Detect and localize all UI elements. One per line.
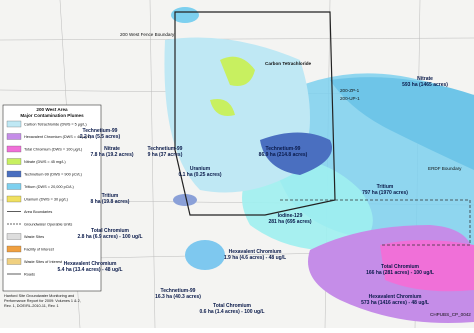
plume-detail: 593 ha (1465 acres) (402, 82, 448, 88)
legend-label: Carbon Tetrachloride (DWS = 5 µg/L) (24, 123, 87, 127)
plume-detail: 1.9 ha (4.6 acres) - 48 ug/L (224, 255, 286, 261)
legend-label: Area Boundaries (24, 210, 52, 214)
plume-detail: 2.8 ha (6.9 acres) - 100 ug/L (77, 234, 142, 240)
plume-detail: 0.6 ha (1.4 acres) - 100 ug/L (199, 309, 264, 315)
plume-detail: 797 ha (1970 acres) (362, 190, 408, 196)
carbon-label: Carbon Tetrachloride (265, 61, 312, 66)
legend-title: 200 West Area (36, 107, 68, 112)
plume-detail: 166 ha (281 acres) - 100 ug/L (366, 270, 434, 276)
legend-label: Tritium (DWS = 20,000 pCi/L) (24, 185, 74, 189)
legend-swatch (7, 134, 21, 140)
legend-label: Facility of Interest (24, 248, 55, 252)
legend-title: Major Contamination Plumes (20, 113, 84, 118)
tritium-plume-small (185, 240, 225, 270)
legend-swatch (7, 196, 21, 202)
plume-detail: 281 ha (695 acres) (268, 219, 311, 225)
plume-detail: 16.3 ha (40.3 acres) (155, 294, 201, 300)
legend-swatch (7, 146, 21, 152)
legend-swatch (7, 184, 21, 190)
legend-swatch (7, 159, 21, 165)
plume-detail: 2.2 ha (5.5 acres) (80, 134, 121, 140)
source: Performance Report for 2009: Volumes 1 &… (4, 299, 81, 303)
plume-detail: 573 ha (1416 acres) - 48 ug/L (361, 300, 429, 306)
legend-label: Technetium-99 (DWS = 900 pCi/L) (24, 173, 83, 177)
plume-detail: 5.4 ha (13.4 acres) - 48 ug/L (57, 267, 122, 273)
legend-swatch (7, 121, 21, 127)
plume-detail: 86.9 ha (214.8 acres) (259, 152, 308, 158)
legend-label: Nitrate (DWS = 45 mg/L) (24, 160, 66, 164)
legend-label: Uranium (DWS = 30 µg/L) (24, 198, 69, 202)
plume-detail: 9 ha (37 acres) (148, 152, 183, 158)
source: Hanford Site Groundwater Monitoring and (4, 294, 74, 298)
legend-label: Total Chromium (DWS = 100 µg/L) (24, 148, 83, 152)
legend-swatch (7, 246, 21, 252)
plume-detail: 0.1 ha (0.25 acres) (178, 172, 221, 178)
legend-label: Waste Sites (24, 235, 44, 239)
legend-swatch (7, 259, 21, 265)
plume-detail: 7.8 ha (19.2 acres) (90, 152, 133, 158)
legend-label: Roads (24, 273, 35, 277)
legend-swatch (7, 171, 21, 177)
legend-swatch (7, 234, 21, 240)
legend-label: Groundwater Operable Units (24, 223, 72, 227)
fence-label: 200 West Fence Boundary (120, 32, 175, 37)
legend-label: Waste Sites of Interest (24, 260, 63, 264)
source: Rev. 1, DOE/RL-2010-11, Rev. 1 (4, 304, 59, 308)
unit-label: 200-ZP-1 (340, 88, 360, 93)
erdf-label: ERDF Boundary (428, 166, 462, 171)
unit-label: 200-UP-1 (340, 96, 360, 101)
plume-detail: 8 ha (19.8 acres) (91, 199, 130, 205)
figure-id: CHPUBS_CP_0042 (430, 312, 471, 317)
